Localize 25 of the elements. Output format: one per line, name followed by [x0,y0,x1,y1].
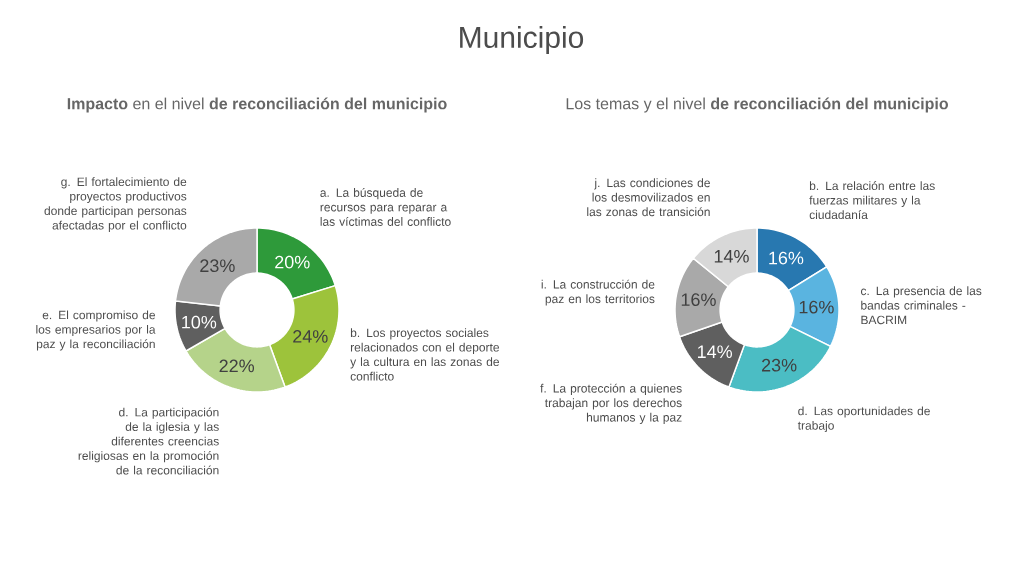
data-label: 20% [275,255,310,269]
slice-label: b. Los proyectos sociales relacionados con el deporte y la cultura en las zonas de conflicto [350,328,500,381]
slice-label: d. Las oportunidades de trabajo [797,406,930,433]
data-label: 22% [219,359,255,373]
slice-label: j. Las condiciones de los desmovilizados en las zonas de transición [587,178,710,217]
data-label: 14% [714,250,749,263]
slice-label: e. El compromiso de los empresarios por la paz y la reconciliación [36,310,156,351]
slice-label: b. La relación entre las fuerzas militares y la ciudadanía [809,181,935,220]
text: Municipio [460,26,584,54]
slice-label: c. La presencia de las bandas criminales - BACRIM [860,286,982,325]
data-label: 16% [681,293,716,307]
data-label: 23% [762,358,797,372]
chart-title: Impacto en el nivel de reconciliación del municipio [67,97,447,113]
data-label: 10% [182,315,217,329]
data-label: 24% [293,330,328,343]
slice-label: d. La participación de la iglesia y las diferentes creencias religiosas en la promoción de la reconciliación [78,407,219,475]
slice-label: i. La construcción de paz en los territorios [541,279,655,306]
data-label: 23% [200,259,235,273]
slice-label: a. La búsqueda de recursos para reparar a las víctimas del conflicto [320,187,451,226]
data-label: 16% [799,300,834,314]
slice-label: f. La protección a quienes trabajan por los derechos humanos y la paz [540,383,682,425]
chart-title: Los temas y el nivel de reconciliación del municipio [566,97,949,113]
data-label: 16% [769,251,804,265]
slice-label: g. El fortalecimiento de proyectos productivos donde participan personas afectadas por el conflicto [44,177,187,232]
data-label: 14% [698,345,732,358]
